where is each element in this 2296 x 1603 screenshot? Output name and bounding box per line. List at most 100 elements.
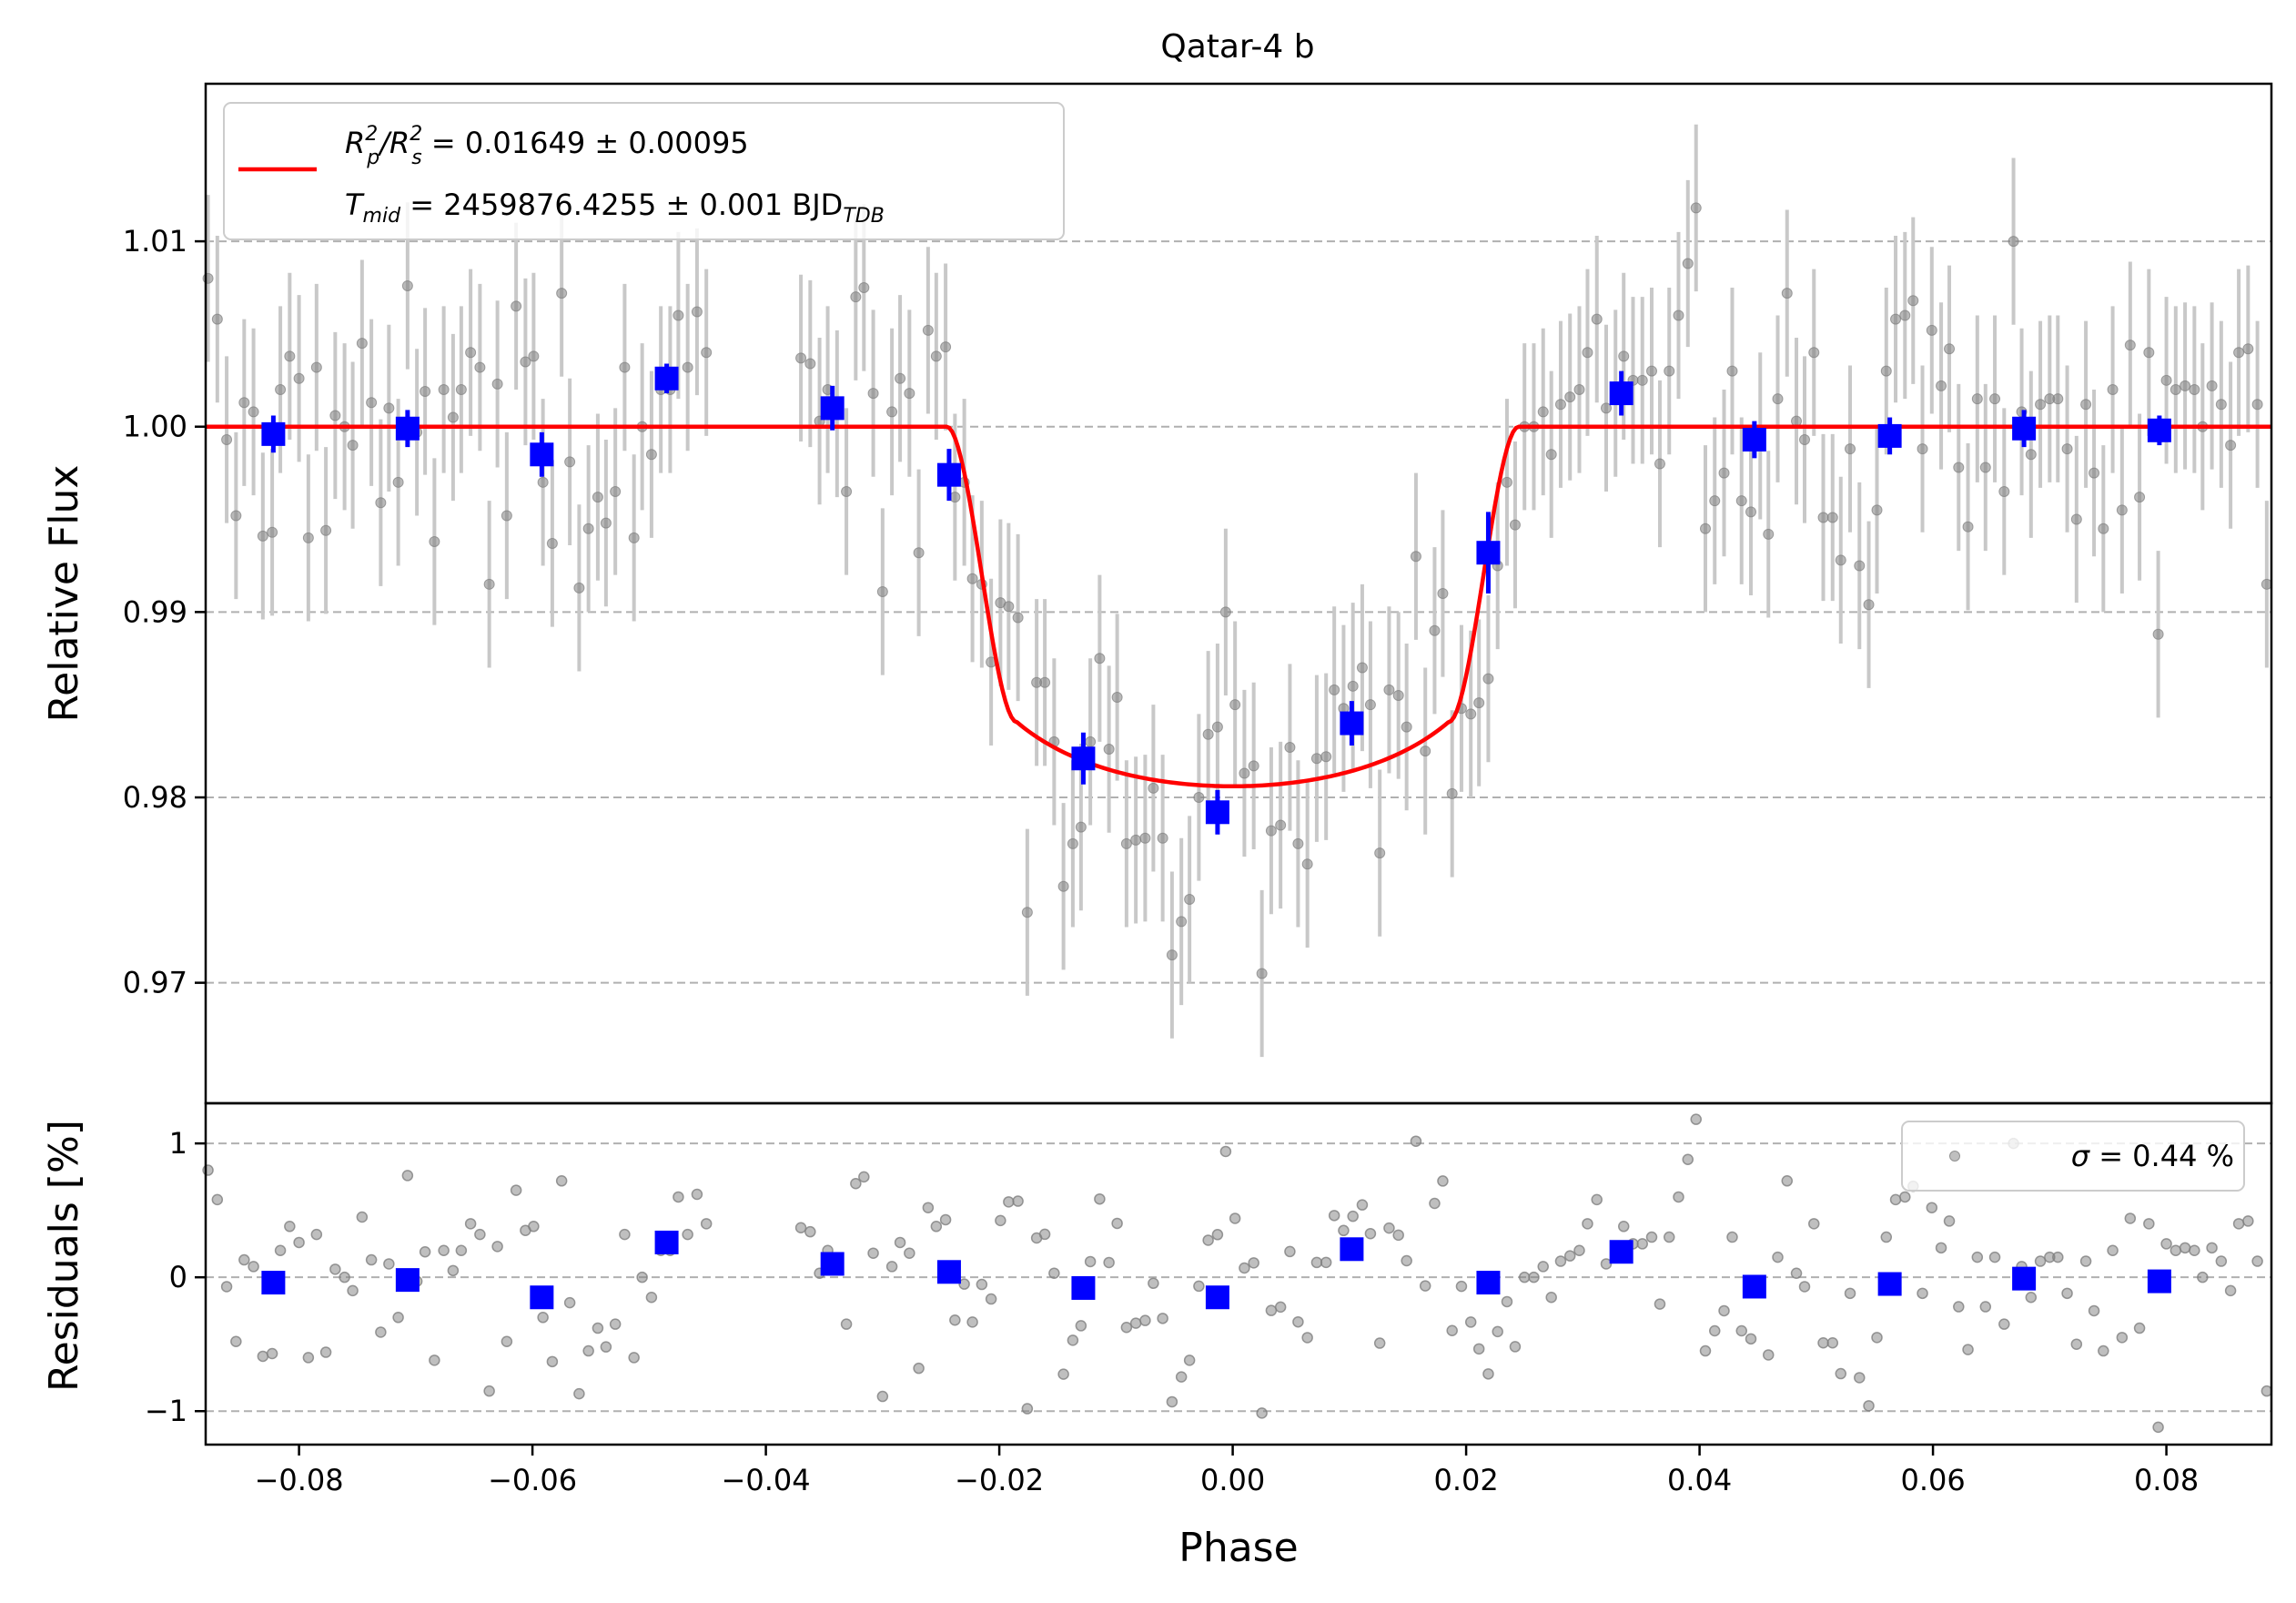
binned-residuals — [261, 1230, 2171, 1310]
residual-point — [1057, 1368, 1069, 1380]
raw-point — [2261, 578, 2272, 590]
residual-point — [1111, 1217, 1123, 1230]
raw-point — [1709, 495, 1721, 507]
residual-point — [528, 1221, 540, 1233]
raw-point — [1248, 760, 1259, 772]
residual-point — [329, 1263, 341, 1275]
residual-point — [592, 1322, 604, 1334]
raw-point — [520, 356, 531, 368]
residual-point — [1429, 1197, 1441, 1210]
chart-title: Qatar-4 b — [1160, 28, 1314, 66]
residual-point — [1817, 1336, 1829, 1349]
binned-point — [2147, 418, 2171, 442]
residual-point — [1392, 1229, 1404, 1242]
raw-point — [211, 313, 223, 325]
residuals-y-tick-label: −1 — [145, 1394, 187, 1428]
residual-point — [1492, 1325, 1503, 1338]
residual-point — [1690, 1113, 1702, 1125]
raw-point — [1826, 512, 1838, 523]
residual-point — [1682, 1153, 1694, 1166]
binned-residual — [1340, 1237, 1364, 1262]
residual-point — [1012, 1195, 1024, 1207]
residual-point — [1871, 1332, 1883, 1344]
residual-point — [995, 1214, 1006, 1227]
binned-point — [1742, 427, 1766, 451]
raw-point — [1202, 728, 1214, 740]
residual-point — [1899, 1191, 1911, 1203]
raw-point — [1239, 767, 1250, 779]
raw-point — [2061, 443, 2073, 455]
residual-point — [1048, 1267, 1060, 1279]
raw-point — [1329, 684, 1340, 695]
raw-point — [420, 386, 431, 398]
residual-point — [794, 1222, 807, 1234]
raw-point — [474, 361, 486, 373]
residual-point — [1772, 1251, 1784, 1263]
residual-point — [1745, 1333, 1757, 1345]
residual-point — [1437, 1175, 1449, 1187]
residual-point — [1328, 1210, 1340, 1222]
raw-point — [1989, 393, 2001, 405]
residual-point — [2261, 1385, 2273, 1397]
residual-point — [1844, 1287, 1856, 1300]
raw-point — [1690, 202, 1702, 214]
residual-point — [464, 1218, 477, 1230]
raw-point — [1890, 313, 1902, 325]
residual-point — [1573, 1244, 1585, 1257]
binned-residual — [1476, 1271, 1501, 1295]
raw-point — [913, 547, 925, 559]
raw-point — [2233, 347, 2245, 359]
residual-point — [2251, 1255, 2263, 1267]
raw-point — [1392, 690, 1404, 701]
residual-point — [1518, 1271, 1531, 1283]
raw-point — [1284, 742, 1296, 754]
residual-point — [1917, 1287, 1928, 1300]
residual-point — [319, 1346, 332, 1358]
binned-point — [530, 442, 554, 467]
raw-point — [1936, 380, 1947, 391]
residual-point — [1582, 1218, 1593, 1230]
raw-point — [876, 585, 888, 597]
raw-point — [2225, 440, 2237, 451]
residual-point — [1943, 1215, 1956, 1227]
raw-point — [1401, 721, 1412, 733]
raw-point — [1600, 402, 1612, 414]
residual-point — [1600, 1258, 1613, 1270]
residual-point — [365, 1253, 378, 1266]
residual-point — [2098, 1344, 2109, 1357]
raw-point — [1545, 449, 1557, 461]
residual-point — [1356, 1199, 1369, 1211]
residual-point — [1419, 1280, 1431, 1292]
raw-point — [2170, 384, 2181, 395]
residual-point — [1383, 1222, 1395, 1234]
residual-point — [2143, 1218, 2155, 1230]
residual-point — [1889, 1193, 1902, 1206]
raw-point — [1772, 393, 1784, 405]
raw-point — [248, 406, 259, 418]
raw-point — [2098, 522, 2109, 534]
binned-residual — [2147, 1269, 2171, 1294]
raw-point — [1166, 949, 1178, 961]
residual-point — [1094, 1192, 1106, 1205]
raw-point — [511, 300, 522, 312]
residual-point — [1528, 1271, 1540, 1283]
residual-point — [1726, 1231, 1738, 1243]
raw-point — [1962, 521, 1974, 533]
binned-residual — [1877, 1272, 1902, 1296]
raw-point — [1356, 662, 1368, 674]
raw-point — [1256, 968, 1268, 979]
raw-point — [1021, 907, 1033, 918]
residual-point — [1464, 1316, 1477, 1328]
raw-point — [582, 522, 594, 534]
raw-point — [1673, 309, 1684, 321]
transit-model-line — [206, 424, 2271, 789]
residuals-y-tick-label: 0 — [169, 1260, 187, 1294]
raw-point — [438, 384, 450, 395]
residual-point — [2197, 1271, 2209, 1283]
raw-point — [1636, 374, 1648, 386]
raw-point — [347, 440, 359, 451]
residual-point — [1148, 1277, 1159, 1290]
raw-point — [238, 397, 250, 409]
residual-point — [1636, 1238, 1648, 1250]
